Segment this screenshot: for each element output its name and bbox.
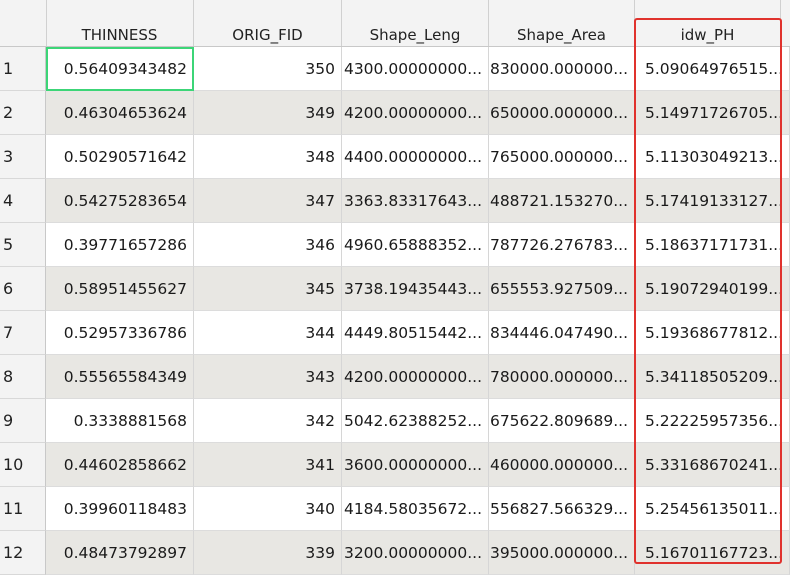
cell-shape-leng[interactable]: 4200.00000000... <box>342 355 489 399</box>
cell-shape-area[interactable]: 488721.153270... <box>489 179 635 223</box>
cell-idw-ph[interactable]: 5.18637171731... <box>635 223 790 267</box>
cell-idw-ph[interactable]: 5.19072940199... <box>635 267 790 311</box>
cell-shape-leng[interactable]: 3363.83317643... <box>342 179 489 223</box>
cell-orig-fid[interactable]: 343 <box>194 355 342 399</box>
cell-shape-leng[interactable]: 4300.00000000... <box>342 47 489 91</box>
cell-orig-fid[interactable]: 347 <box>194 179 342 223</box>
row-number[interactable]: 6 <box>0 267 46 311</box>
cell-shape-area[interactable]: 460000.000000... <box>489 443 635 487</box>
cell-idw-ph[interactable]: 5.11303049213... <box>635 135 790 179</box>
table-row[interactable]: 5 0.39771657286 346 4960.65888352... 787726.… <box>0 223 790 267</box>
table-row[interactable]: 6 0.58951455627 345 3738.19435443... 655553.… <box>0 267 790 311</box>
cell-shape-leng[interactable]: 4184.58035672... <box>342 487 489 531</box>
cell-thinness[interactable]: 0.58951455627 <box>46 267 194 311</box>
cell-thinness[interactable]: 0.39960118483 <box>46 487 194 531</box>
cell-orig-fid[interactable]: 341 <box>194 443 342 487</box>
table-row[interactable]: 9 0.3338881568 342 5042.62388252... 675622.8… <box>0 399 790 443</box>
cell-thinness[interactable]: 0.52957336786 <box>46 311 194 355</box>
cell-shape-area[interactable]: 765000.000000... <box>489 135 635 179</box>
table-row[interactable]: 2 0.46304653624 349 4200.00000000... 650000.… <box>0 91 790 135</box>
cell-thinness[interactable]: 0.3338881568 <box>46 399 194 443</box>
row-number[interactable]: 11 <box>0 487 46 531</box>
cell-orig-fid[interactable]: 344 <box>194 311 342 355</box>
cell-thinness[interactable]: 0.50290571642 <box>46 135 194 179</box>
table-row[interactable]: 3 0.50290571642 348 4400.00000000... 765000.… <box>0 135 790 179</box>
cell-orig-fid[interactable]: 350 <box>194 47 342 91</box>
cell-thinness[interactable]: 0.55565584349 <box>46 355 194 399</box>
cell-orig-fid[interactable]: 339 <box>194 531 342 575</box>
table-row[interactable]: 8 0.55565584349 343 4200.00000000... 780000.… <box>0 355 790 399</box>
cell-shape-area[interactable]: 834446.047490... <box>489 311 635 355</box>
cell-orig-fid[interactable]: 342 <box>194 399 342 443</box>
row-number[interactable]: 12 <box>0 531 46 575</box>
column-header-orig-fid[interactable]: ORIG_FID <box>194 0 342 46</box>
cell-idw-ph[interactable]: 5.33168670241... <box>635 443 790 487</box>
cell-idw-ph[interactable]: 5.25456135011... <box>635 487 790 531</box>
cell-shape-area[interactable]: 830000.000000... <box>489 47 635 91</box>
row-number[interactable]: 1 <box>0 47 46 91</box>
row-number[interactable]: 10 <box>0 443 46 487</box>
cell-shape-area[interactable]: 675622.809689... <box>489 399 635 443</box>
cell-orig-fid[interactable]: 340 <box>194 487 342 531</box>
cell-orig-fid[interactable]: 349 <box>194 91 342 135</box>
row-number[interactable]: 3 <box>0 135 46 179</box>
cell-shape-leng[interactable]: 3738.19435443... <box>342 267 489 311</box>
cell-orig-fid[interactable]: 345 <box>194 267 342 311</box>
cell-thinness[interactable]: 0.56409343482 <box>46 47 194 91</box>
cell-idw-ph[interactable]: 5.19368677812... <box>635 311 790 355</box>
table-row[interactable]: 4 0.54275283654 347 3363.83317643... 488721.… <box>0 179 790 223</box>
table-row[interactable]: 7 0.52957336786 344 4449.80515442... 834446.… <box>0 311 790 355</box>
cell-orig-fid[interactable]: 348 <box>194 135 342 179</box>
cell-idw-ph[interactable]: 5.17419133127... <box>635 179 790 223</box>
cell-idw-ph[interactable]: 5.22225957356... <box>635 399 790 443</box>
cell-thinness[interactable]: 0.46304653624 <box>46 91 194 135</box>
corner-cell[interactable] <box>0 0 47 46</box>
table-row[interactable]: 12 0.48473792897 339 3200.00000000... 395000… <box>0 531 790 575</box>
cell-shape-leng[interactable]: 3600.00000000... <box>342 443 489 487</box>
cell-shape-area[interactable]: 780000.000000... <box>489 355 635 399</box>
cell-thinness[interactable]: 0.54275283654 <box>46 179 194 223</box>
cell-shape-leng[interactable]: 5042.62388252... <box>342 399 489 443</box>
cell-shape-area[interactable]: 787726.276783... <box>489 223 635 267</box>
row-number[interactable]: 2 <box>0 91 46 135</box>
table-row[interactable]: 10 0.44602858662 341 3600.00000000... 460000… <box>0 443 790 487</box>
cell-idw-ph[interactable]: 5.14971726705... <box>635 91 790 135</box>
cell-shape-area[interactable]: 650000.000000... <box>489 91 635 135</box>
row-number[interactable]: 7 <box>0 311 46 355</box>
header-row: THINNESS ORIG_FID Shape_Leng Shape_Area … <box>0 0 790 47</box>
cell-shape-leng[interactable]: 4200.00000000... <box>342 91 489 135</box>
cell-thinness[interactable]: 0.39771657286 <box>46 223 194 267</box>
row-number[interactable]: 8 <box>0 355 46 399</box>
cell-idw-ph[interactable]: 5.09064976515... <box>635 47 790 91</box>
cell-orig-fid[interactable]: 346 <box>194 223 342 267</box>
column-header-shape-area[interactable]: Shape_Area <box>489 0 635 46</box>
cell-thinness[interactable]: 0.48473792897 <box>46 531 194 575</box>
cell-idw-ph[interactable]: 5.34118505209... <box>635 355 790 399</box>
column-header-thinness[interactable]: THINNESS <box>46 0 194 46</box>
cell-shape-area[interactable]: 556827.566329... <box>489 487 635 531</box>
column-header-idw-ph[interactable]: idw_PH <box>635 0 781 46</box>
cell-thinness[interactable]: 0.44602858662 <box>46 443 194 487</box>
row-number[interactable]: 5 <box>0 223 46 267</box>
row-number[interactable]: 4 <box>0 179 46 223</box>
cell-shape-area[interactable]: 395000.000000... <box>489 531 635 575</box>
row-number[interactable]: 9 <box>0 399 46 443</box>
cell-shape-area[interactable]: 655553.927509... <box>489 267 635 311</box>
cell-shape-leng[interactable]: 3200.00000000... <box>342 531 489 575</box>
column-header-shape-leng[interactable]: Shape_Leng <box>342 0 489 46</box>
table-row[interactable]: 11 0.39960118483 340 4184.58035672... 556827… <box>0 487 790 531</box>
cell-shape-leng[interactable]: 4960.65888352... <box>342 223 489 267</box>
table-row[interactable]: 1 0.56409343482 350 4300.00000000... 830000.… <box>0 47 790 91</box>
cell-shape-leng[interactable]: 4449.80515442... <box>342 311 489 355</box>
cell-shape-leng[interactable]: 4400.00000000... <box>342 135 489 179</box>
cell-idw-ph[interactable]: 5.16701167723... <box>635 531 790 575</box>
